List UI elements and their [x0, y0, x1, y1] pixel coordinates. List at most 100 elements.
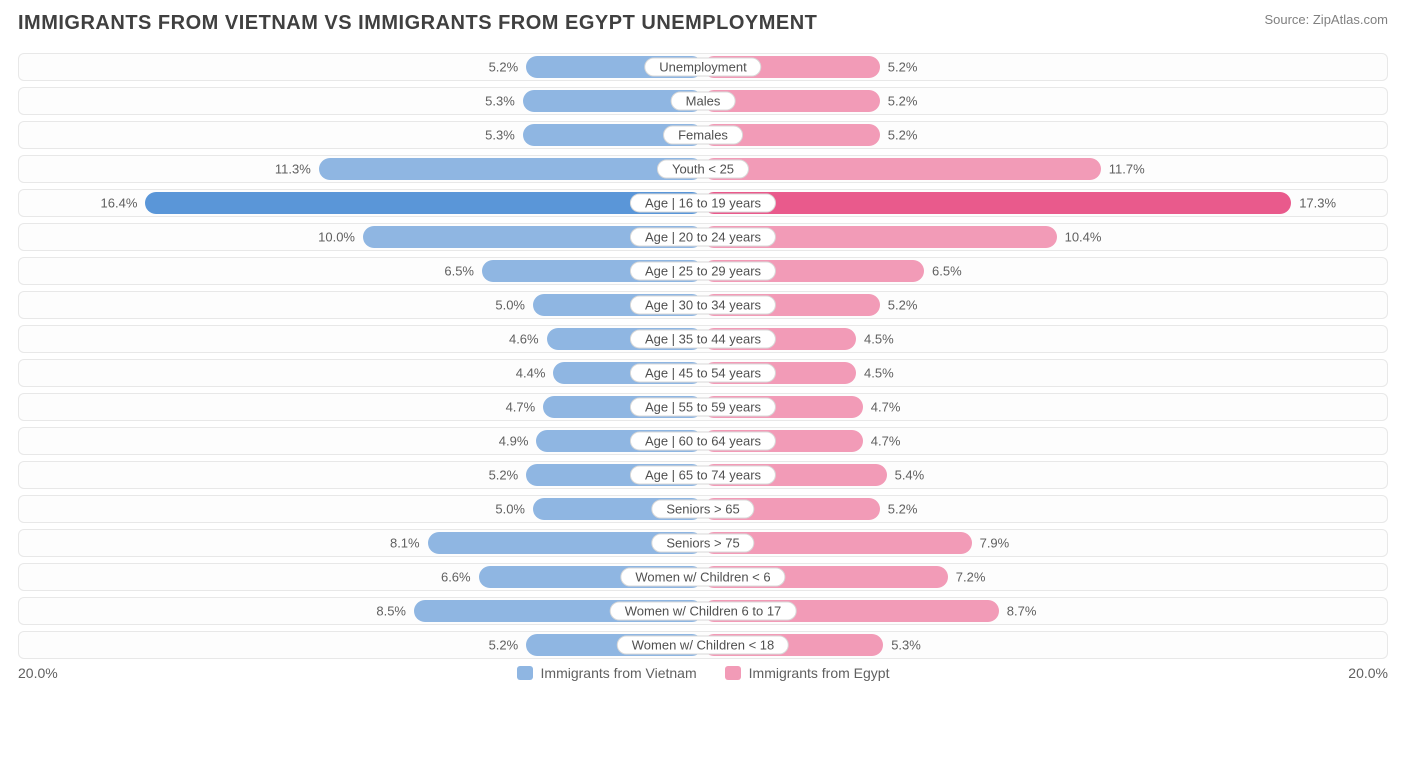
legend-swatch-right: [725, 666, 741, 680]
track-left: 5.0%: [23, 294, 703, 316]
track-left: 5.2%: [23, 464, 703, 486]
chart-row: 5.0% 5.2% Seniors > 65: [18, 495, 1388, 523]
track-left: 10.0%: [23, 226, 703, 248]
chart-row: 10.0% 10.4% Age | 20 to 24 years: [18, 223, 1388, 251]
value-left: 10.0%: [318, 230, 363, 245]
category-label: Age | 20 to 24 years: [630, 228, 776, 247]
category-label: Age | 25 to 29 years: [630, 262, 776, 281]
value-right: 5.2%: [880, 94, 918, 109]
value-left: 5.2%: [489, 468, 527, 483]
track-left: 6.6%: [23, 566, 703, 588]
track-right: 6.5%: [703, 260, 1383, 282]
legend: Immigrants from Vietnam Immigrants from …: [517, 665, 890, 681]
category-label: Unemployment: [644, 58, 761, 77]
track-right: 4.5%: [703, 328, 1383, 350]
value-left: 8.5%: [376, 604, 414, 619]
track-right: 7.9%: [703, 532, 1383, 554]
diverging-bar-chart: 5.2%5.2%Unemployment5.3%5.2%Males5.3%5.2…: [18, 53, 1388, 659]
value-left: 4.9%: [499, 434, 537, 449]
category-label: Women w/ Children < 6: [620, 568, 785, 587]
track-left: 8.5%: [23, 600, 703, 622]
value-right: 7.9%: [972, 536, 1010, 551]
value-right: 17.3%: [1291, 196, 1336, 211]
category-label: Age | 16 to 19 years: [630, 194, 776, 213]
value-left: 6.6%: [441, 570, 479, 585]
value-left: 6.5%: [444, 264, 482, 279]
track-left: 4.9%: [23, 430, 703, 452]
bar-left: 11.3%: [319, 158, 703, 180]
category-label: Age | 60 to 64 years: [630, 432, 776, 451]
track-left: 16.4%: [23, 192, 703, 214]
category-label: Women w/ Children < 18: [617, 636, 789, 655]
track-right: 7.2%: [703, 566, 1383, 588]
track-right: 8.7%: [703, 600, 1383, 622]
chart-row: 5.2% 5.2% Unemployment: [18, 53, 1388, 81]
source-label: Source: ZipAtlas.com: [1264, 12, 1388, 27]
value-right: 11.7%: [1101, 162, 1145, 177]
value-right: 5.2%: [880, 502, 918, 517]
value-left: 8.1%: [390, 536, 428, 551]
chart-row: 8.1%7.9%Seniors > 75: [18, 529, 1388, 557]
category-label: Females: [663, 126, 743, 145]
chart-row: 4.6% 4.5% Age | 35 to 44 years: [18, 325, 1388, 353]
chart-row: 6.6% 7.2% Women w/ Children < 6: [18, 563, 1388, 591]
chart-title: IMMIGRANTS FROM VIETNAM VS IMMIGRANTS FR…: [18, 12, 817, 35]
value-left: 4.4%: [516, 366, 554, 381]
value-right: 4.7%: [863, 400, 901, 415]
category-label: Women w/ Children 6 to 17: [610, 602, 797, 621]
track-right: 5.2%: [703, 124, 1383, 146]
bar-left: 16.4%: [145, 192, 703, 214]
header: IMMIGRANTS FROM VIETNAM VS IMMIGRANTS FR…: [18, 12, 1388, 35]
category-label: Age | 30 to 34 years: [630, 296, 776, 315]
value-left: 5.3%: [485, 128, 523, 143]
track-left: 5.3%: [23, 90, 703, 112]
track-left: 4.7%: [23, 396, 703, 418]
value-left: 5.3%: [485, 94, 523, 109]
value-right: 10.4%: [1057, 230, 1102, 245]
value-right: 7.2%: [948, 570, 986, 585]
track-right: 11.7%: [703, 158, 1383, 180]
value-left: 4.7%: [506, 400, 544, 415]
value-left: 5.2%: [489, 60, 527, 75]
value-right: 5.4%: [887, 468, 925, 483]
track-left: 6.5%: [23, 260, 703, 282]
track-right: 4.7%: [703, 430, 1383, 452]
legend-item-left: Immigrants from Vietnam: [517, 665, 697, 681]
value-right: 5.3%: [883, 638, 921, 653]
track-left: 5.0%: [23, 498, 703, 520]
value-left: 4.6%: [509, 332, 547, 347]
chart-row: 11.3%11.7%Youth < 25: [18, 155, 1388, 183]
value-right: 8.7%: [999, 604, 1037, 619]
category-label: Seniors > 65: [651, 500, 754, 519]
value-right: 5.2%: [880, 128, 918, 143]
track-right: 5.2%: [703, 90, 1383, 112]
category-label: Age | 55 to 59 years: [630, 398, 776, 417]
chart-row: 5.2% 5.3% Women w/ Children < 18: [18, 631, 1388, 659]
value-left: 5.0%: [495, 298, 533, 313]
value-right: 5.2%: [880, 298, 918, 313]
track-right: 4.5%: [703, 362, 1383, 384]
category-label: Age | 35 to 44 years: [630, 330, 776, 349]
track-right: 5.2%: [703, 498, 1383, 520]
chart-row: 8.5% 8.7% Women w/ Children 6 to 17: [18, 597, 1388, 625]
category-label: Age | 45 to 54 years: [630, 364, 776, 383]
track-left: 5.2%: [23, 634, 703, 656]
track-left: 4.4%: [23, 362, 703, 384]
chart-footer: 20.0% Immigrants from Vietnam Immigrants…: [18, 665, 1388, 681]
value-right: 4.7%: [863, 434, 901, 449]
chart-row: 5.2%5.4%Age | 65 to 74 years: [18, 461, 1388, 489]
track-right: 4.7%: [703, 396, 1383, 418]
value-right: 4.5%: [856, 366, 894, 381]
legend-label-right: Immigrants from Egypt: [749, 665, 890, 681]
chart-row: 16.4%17.3%Age | 16 to 19 years: [18, 189, 1388, 217]
track-right: 5.4%: [703, 464, 1383, 486]
bar-right: 11.7%: [703, 158, 1101, 180]
legend-item-right: Immigrants from Egypt: [725, 665, 890, 681]
track-left: 11.3%: [23, 158, 703, 180]
value-right: 4.5%: [856, 332, 894, 347]
bar-right: 17.3%: [703, 192, 1291, 214]
value-left: 16.4%: [101, 196, 146, 211]
legend-label-left: Immigrants from Vietnam: [541, 665, 697, 681]
value-right: 5.2%: [880, 60, 918, 75]
track-left: 4.6%: [23, 328, 703, 350]
